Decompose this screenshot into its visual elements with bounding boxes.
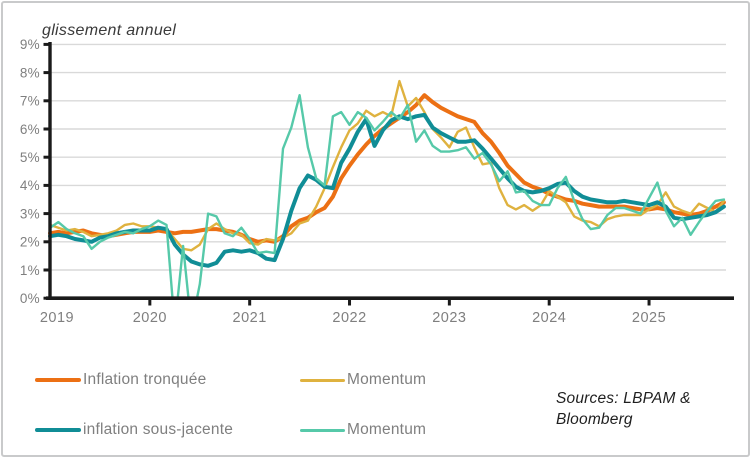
legend-swatch-inflation-sous-jacente: [35, 427, 81, 433]
y-tick-label-4%: 4%: [20, 178, 40, 193]
legend-swatch-momentum-sous-jacente: [300, 428, 345, 432]
legend-item-inflation-tronquee: Inflation tronquée: [35, 370, 206, 390]
legend-label-momentum-sous-jacente: Momentum: [347, 421, 427, 438]
legend-item-inflation-sous-jacente: inflation sous-jacente: [35, 420, 233, 440]
y-tick-label-9%: 9%: [20, 37, 40, 52]
source-note: Sources: LBPAM & Bloomberg: [556, 390, 691, 428]
x-tick-label-2021: 2021: [233, 310, 267, 326]
line-chart: 0% 1% 2% 3% 4% 5% 6% 7% 8% 9% 2019 2020 2021 2022 2023…: [20, 37, 734, 326]
y-tick-label-7%: 7%: [20, 94, 40, 109]
chart-line-inflation-sous-jacente: [48, 112, 726, 268]
legend-swatch-inflation-tronquee: [35, 377, 81, 383]
legend-swatch-momentum-tronquee: [300, 378, 345, 382]
y-tick-label-5%: 5%: [20, 150, 40, 165]
legend-item-momentum-sous-jacente: Momentum: [300, 420, 426, 440]
x-tick-label-2024: 2024: [532, 310, 566, 326]
y-tick-label-0%: 0%: [20, 291, 40, 306]
y-tick-label-8%: 8%: [20, 65, 40, 80]
x-tick-label-2022: 2022: [332, 310, 366, 326]
legend-item-momentum-tronquee: Momentum: [300, 370, 426, 390]
y-tick-label-3%: 3%: [20, 206, 40, 221]
legend-label-inflation-tronquee: Inflation tronquée: [83, 371, 207, 388]
legend-label-inflation-sous-jacente: inflation sous-jacente: [83, 421, 234, 438]
legend-label-momentum-tronquee: Momentum: [347, 371, 427, 388]
x-tick-label-2020: 2020: [133, 310, 167, 326]
chart-title: glissement annuel: [42, 22, 177, 39]
x-tick-label-2019: 2019: [40, 310, 74, 326]
x-tick-label-2025: 2025: [632, 310, 666, 326]
y-tick-label-1%: 1%: [20, 263, 40, 278]
x-tick-label-2023: 2023: [432, 310, 466, 326]
y-tick-label-2%: 2%: [20, 235, 40, 250]
chart-line-momentum-sous-jacente: [48, 93, 726, 299]
y-tick-label-6%: 6%: [20, 122, 40, 137]
